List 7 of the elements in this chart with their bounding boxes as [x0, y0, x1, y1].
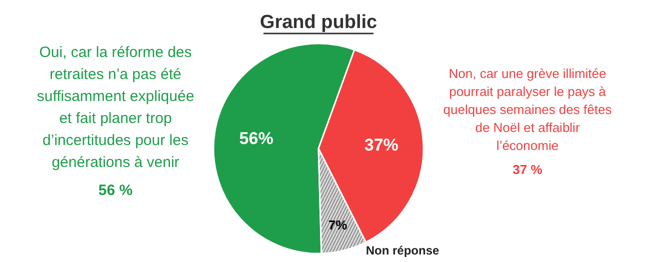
data-label: 7% [328, 217, 348, 232]
chart-title: Grand public [260, 12, 378, 33]
data-label: 37% [364, 135, 398, 154]
slice-label: Oui, car la réforme des retraites n’a pas été suffisamment expliquée et fait planer trop d’incertitudes pour les générations à venir 56 % [36, 44, 194, 199]
slice-label: Non, car une grève illimitée pourrait paralyser le pays à quelques semaines des fêtes de Noël et affaiblir l’économie 37 % [443, 66, 612, 177]
data-label: 56% [239, 128, 274, 148]
slice-label: Non réponse [366, 244, 440, 258]
